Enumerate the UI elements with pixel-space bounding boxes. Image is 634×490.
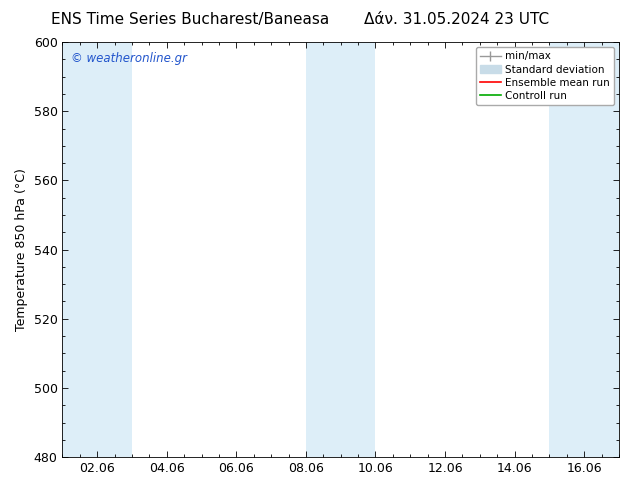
Bar — [550, 42, 619, 457]
Text: ENS Time Series Bucharest/Baneasa: ENS Time Series Bucharest/Baneasa — [51, 12, 329, 27]
Text: Δάν. 31.05.2024 23 UTC: Δάν. 31.05.2024 23 UTC — [364, 12, 549, 27]
Text: © weatheronline.gr: © weatheronline.gr — [71, 52, 187, 66]
Bar — [306, 42, 375, 457]
Y-axis label: Temperature 850 hPa (°C): Temperature 850 hPa (°C) — [15, 168, 28, 331]
Legend: min/max, Standard deviation, Ensemble mean run, Controll run: min/max, Standard deviation, Ensemble me… — [476, 47, 614, 105]
Bar — [62, 42, 132, 457]
